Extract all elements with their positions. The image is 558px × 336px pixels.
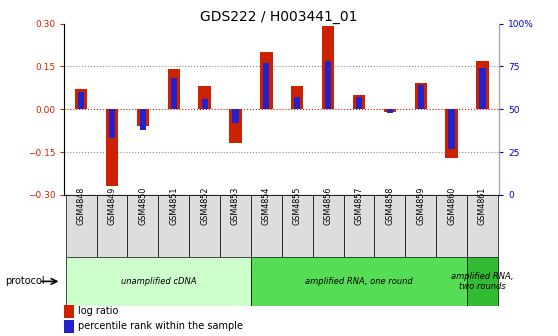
Text: GDS222 / H003441_01: GDS222 / H003441_01 [200,10,358,24]
Bar [291,86,304,109]
Bar [374,195,405,257]
Bar [106,109,118,186]
Bar [322,27,334,109]
Bar [263,63,270,109]
Bar [449,109,455,149]
Text: GSM4856: GSM4856 [324,186,333,225]
Bar [260,52,272,109]
Bar [282,195,312,257]
Bar [384,109,396,112]
Bar [220,195,251,257]
Text: GSM4857: GSM4857 [354,186,363,225]
Text: GSM4858: GSM4858 [386,186,395,225]
Bar [294,97,300,109]
Bar [405,195,436,257]
Text: protocol: protocol [6,277,45,286]
Text: GSM4860: GSM4860 [447,186,456,225]
Bar [109,109,115,138]
Text: log ratio: log ratio [78,306,118,316]
Bar [189,195,220,257]
Bar [137,109,149,126]
Bar [229,109,242,143]
Bar [344,195,374,257]
Text: GSM4861: GSM4861 [478,186,487,225]
Text: GSM4854: GSM4854 [262,186,271,225]
Bar [415,84,427,109]
Bar [467,257,498,306]
Text: GSM4853: GSM4853 [231,186,240,225]
Bar [140,109,146,130]
Bar [75,89,87,109]
Bar [66,195,97,257]
Bar [199,86,211,109]
Bar [232,109,239,123]
Bar [479,68,485,109]
Text: GSM4852: GSM4852 [200,186,209,225]
Bar [167,69,180,109]
Text: unamplified cDNA: unamplified cDNA [121,277,196,286]
Bar [353,95,365,109]
Bar [436,195,467,257]
Bar [312,195,344,257]
Text: GSM4851: GSM4851 [169,186,178,225]
Text: GSM4850: GSM4850 [138,186,147,225]
Bar [171,78,177,109]
Text: GSM4849: GSM4849 [108,186,117,225]
Bar [251,257,467,306]
Bar [78,92,84,109]
Text: GSM4848: GSM4848 [76,186,85,225]
Bar [66,257,251,306]
Bar [97,195,127,257]
Text: amplified RNA,
two rounds: amplified RNA, two rounds [451,272,514,291]
Bar [251,195,282,257]
Bar [417,85,424,109]
Bar [445,109,458,158]
Text: amplified RNA, one round: amplified RNA, one round [305,277,413,286]
Bar [467,195,498,257]
Bar [387,109,393,113]
Text: GSM4855: GSM4855 [293,186,302,225]
Bar [325,61,331,109]
Bar [201,99,208,109]
Text: GSM4859: GSM4859 [416,186,425,225]
Text: percentile rank within the sample: percentile rank within the sample [78,321,243,331]
Bar [127,195,158,257]
Bar [356,97,362,109]
Bar [477,61,489,109]
Bar [158,195,189,257]
